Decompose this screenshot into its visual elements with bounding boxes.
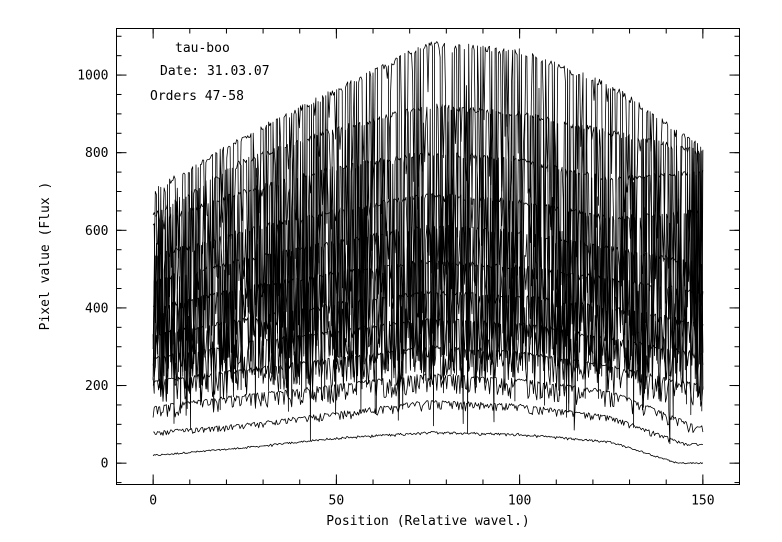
spectral-order-line	[152, 372, 704, 434]
x-tick-label: 150	[691, 494, 714, 509]
y-tick-label: 800	[85, 146, 108, 161]
y-tick-labels: 0 200 400 600 800 1000	[77, 69, 108, 472]
x-tick-labels: 0 50 100 150	[149, 494, 714, 509]
x-tick-label: 100	[508, 494, 531, 509]
axis-ticks	[116, 28, 740, 485]
y-tick-label: 200	[85, 379, 108, 394]
plot-frame	[116, 28, 740, 485]
y-tick-label: 400	[85, 301, 108, 316]
spectral-order-line	[152, 430, 704, 465]
spectral-order-line	[153, 400, 704, 446]
y-tick-label: 0	[101, 457, 109, 472]
annotation-target: tau-boo	[175, 41, 230, 56]
series-lines	[152, 41, 704, 465]
annotation-orders: Orders 47-58	[150, 89, 244, 104]
y-axis-label: Pixel value (Flux )	[38, 182, 53, 331]
spectral-order-line	[152, 41, 704, 445]
x-tick-label: 0	[149, 494, 157, 509]
y-tick-label: 600	[85, 224, 108, 239]
y-tick-label: 1000	[77, 69, 108, 84]
annotation-date: Date: 31.03.07	[160, 64, 270, 79]
x-axis-label: Position (Relative wavel.)	[326, 514, 530, 529]
x-tick-label: 50	[329, 494, 345, 509]
